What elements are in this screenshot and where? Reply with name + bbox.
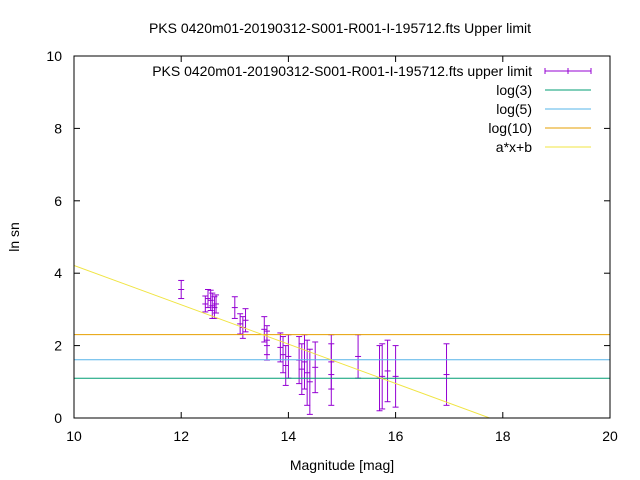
- legend-label-4: a*x+b: [496, 139, 532, 155]
- x-axis-label: Magnitude [mag]: [290, 457, 394, 473]
- data-point-0: [178, 279, 185, 300]
- legend-label-0: PKS 0420m01-20190312-S001-R001-I-195712.…: [152, 63, 532, 79]
- plot-border: [73, 55, 611, 419]
- y-tick-label-1: 2: [54, 338, 62, 354]
- plot-area: [74, 264, 610, 418]
- y-tick-label-4: 8: [54, 120, 62, 136]
- data-point-19: [298, 343, 305, 395]
- x-tick-label-5: 20: [602, 428, 618, 444]
- y-axis-label: ln sn: [6, 222, 22, 252]
- y-tick-label-0: 0: [54, 410, 62, 426]
- data-point-26: [355, 334, 362, 379]
- x-tick-label-1: 12: [173, 428, 189, 444]
- legend-item-3: log(10): [488, 120, 591, 136]
- data-point-30: [392, 345, 399, 408]
- legend-item-1: log(3): [496, 82, 591, 98]
- data-point-6: [213, 294, 220, 314]
- plot-axes: 10 12 14 16 18 20 0 2 4 6 8 10: [46, 48, 618, 444]
- x-tick-label-3: 16: [388, 428, 404, 444]
- data-point-16: [282, 345, 289, 386]
- x-tick-label-2: 14: [281, 428, 297, 444]
- x-tick-label-0: 10: [66, 428, 82, 444]
- legend-item-0: PKS 0420m01-20190312-S001-R001-I-195712.…: [152, 63, 592, 79]
- legend-item-2: log(5): [496, 101, 591, 117]
- legend-item-4: a*x+b: [496, 139, 591, 155]
- x-tick-label-4: 18: [495, 428, 511, 444]
- data-point-28: [379, 343, 386, 410]
- data-point-7: [231, 296, 238, 319]
- legend: PKS 0420m01-20190312-S001-R001-I-195712.…: [152, 63, 592, 155]
- data-point-11: [261, 316, 268, 343]
- data-point-14: [277, 332, 284, 363]
- chart-title: PKS 0420m01-20190312-S001-R001-I-195712.…: [149, 20, 531, 36]
- y-tick-label-2: 4: [54, 265, 62, 281]
- data-point-20: [301, 334, 308, 390]
- data-point-22: [306, 348, 313, 415]
- y-tick-label-5: 10: [46, 48, 62, 64]
- data-point-2: [205, 288, 211, 309]
- plot-curves: [74, 264, 610, 418]
- legend-label-3: log(10): [488, 120, 532, 136]
- legend-label-2: log(5): [496, 101, 532, 117]
- data-point-25: [328, 343, 335, 406]
- legend-label-1: log(3): [496, 82, 532, 98]
- data-point-31: [443, 343, 450, 406]
- data-point-23: [312, 341, 319, 394]
- data-point-17: [285, 334, 292, 379]
- data-point-29: [384, 339, 391, 403]
- y-tick-label-3: 6: [54, 193, 62, 209]
- fit-line: [74, 264, 492, 418]
